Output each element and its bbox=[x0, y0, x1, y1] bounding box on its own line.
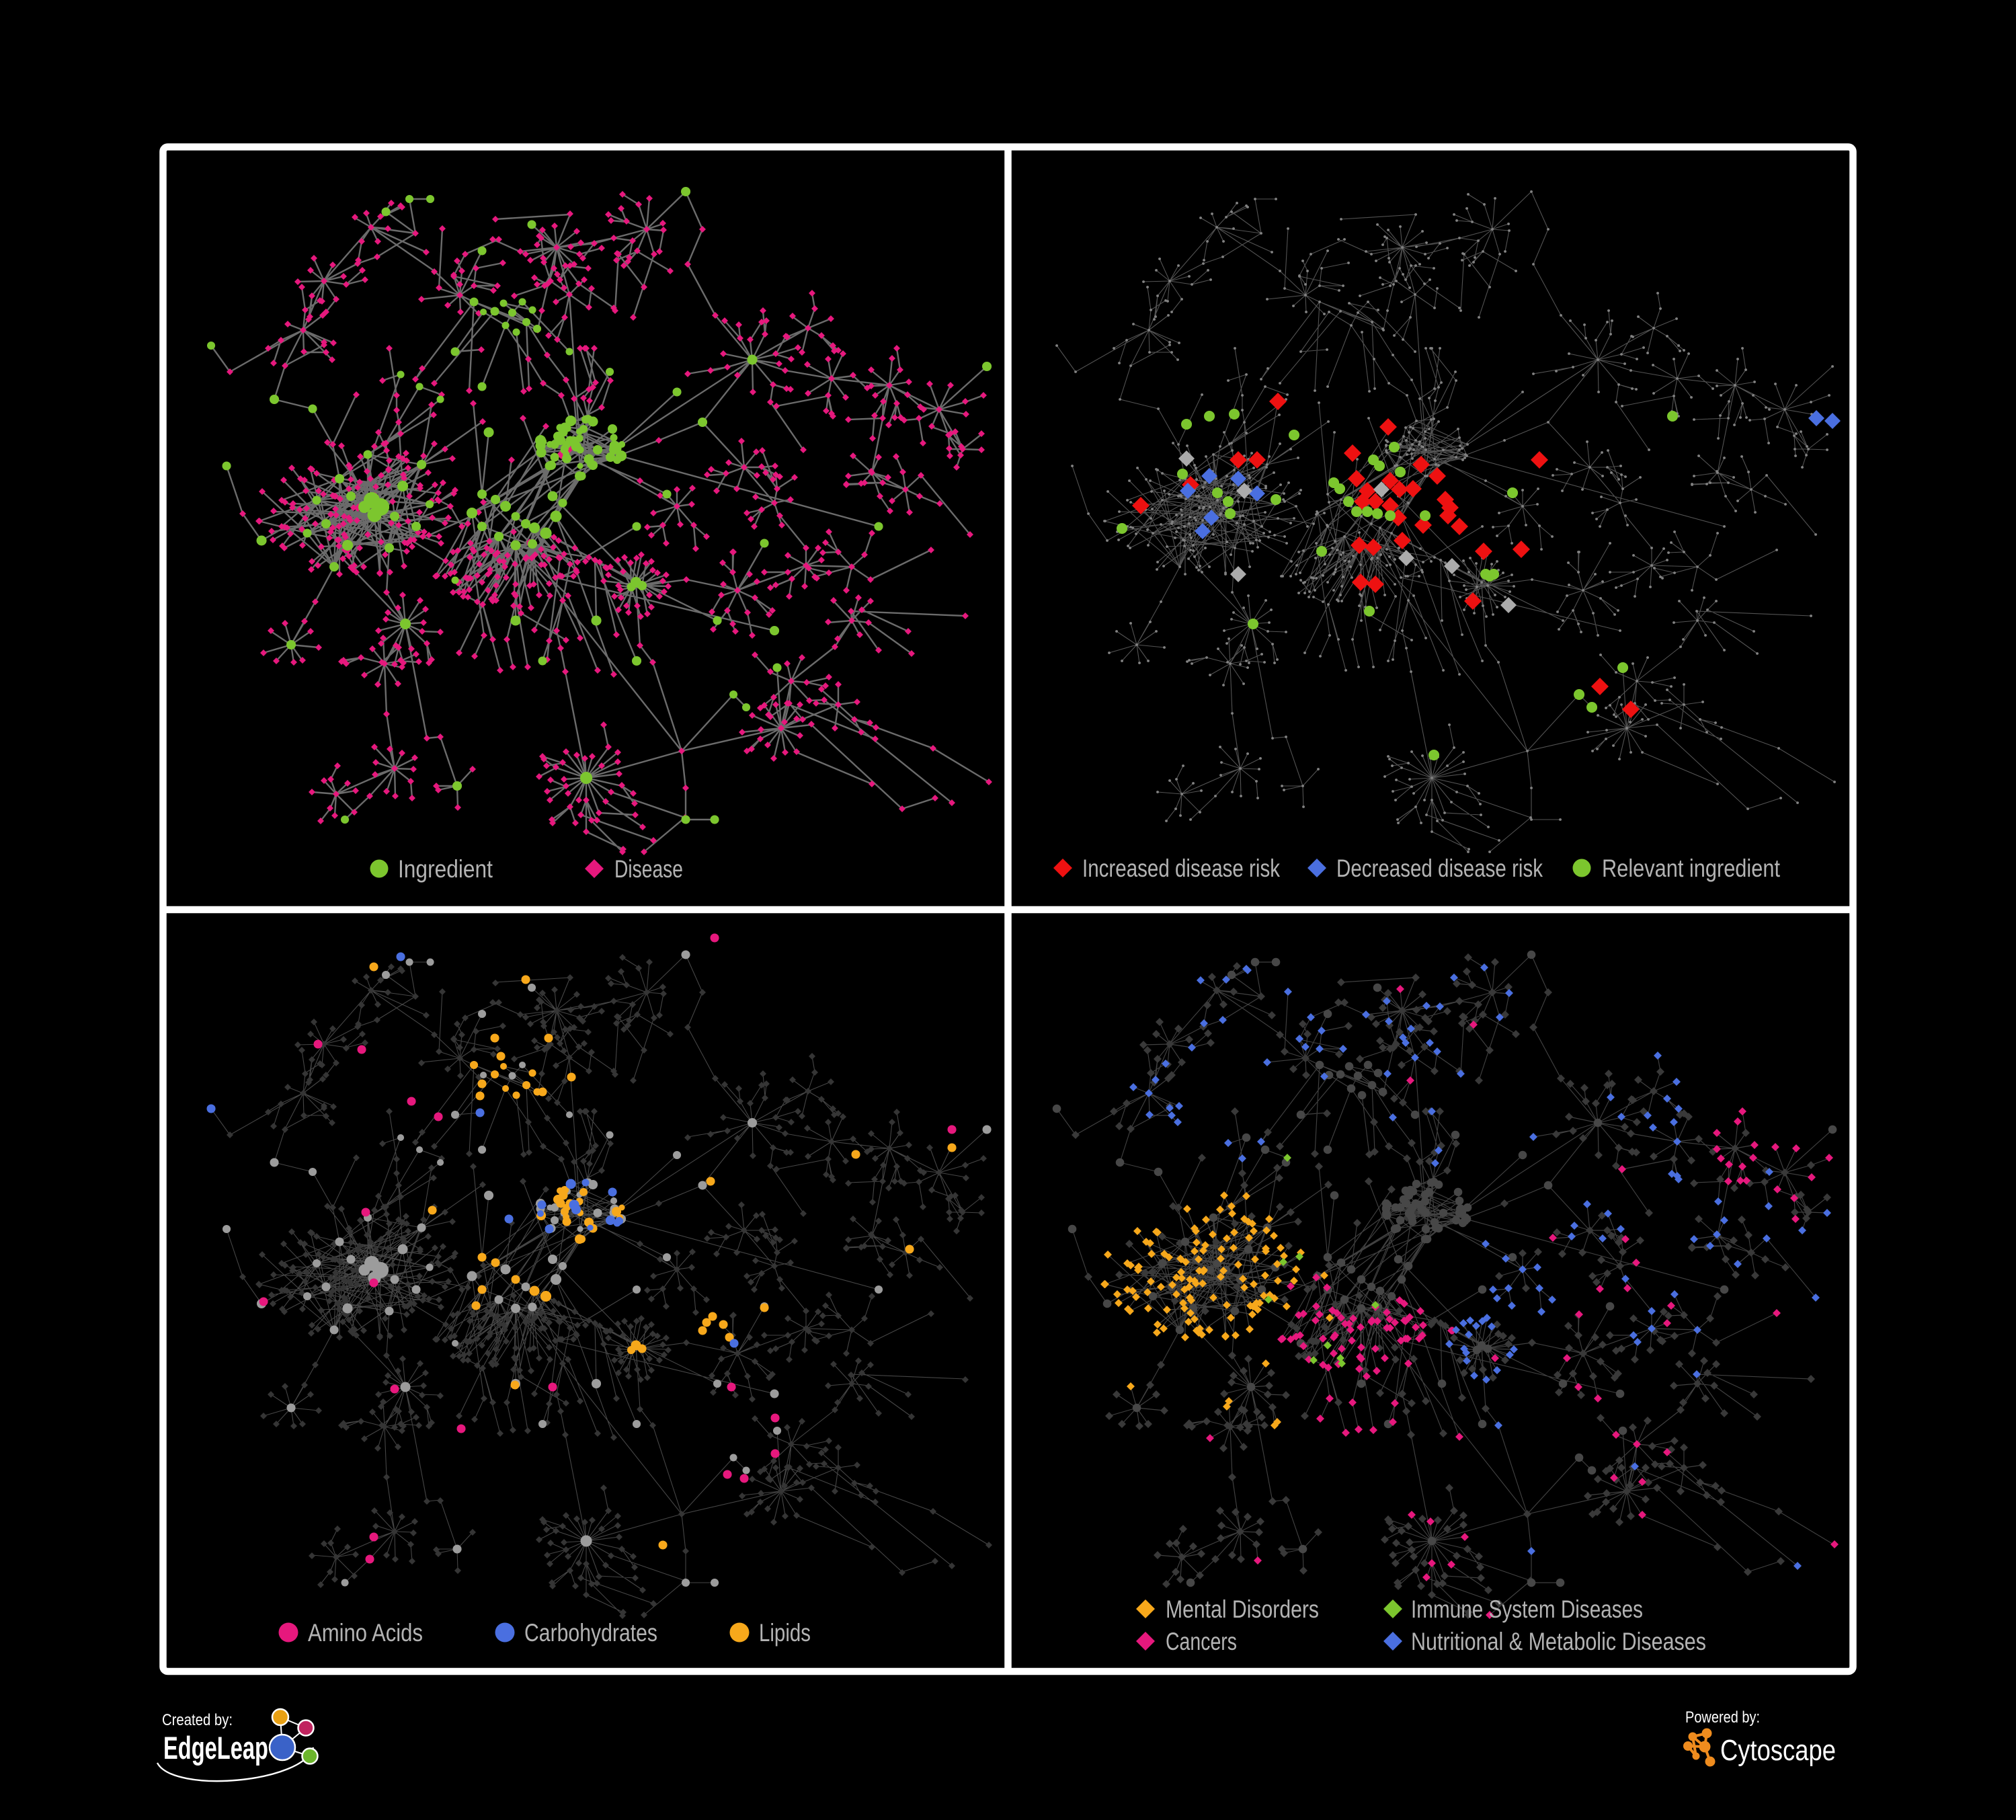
svg-text:Cytoscape: Cytoscape bbox=[1720, 1734, 1836, 1767]
svg-text:Disease: Disease bbox=[614, 855, 683, 883]
svg-text:Amino Acids: Amino Acids bbox=[308, 1619, 423, 1647]
svg-text:Decreased disease risk: Decreased disease risk bbox=[1336, 855, 1543, 882]
svg-text:Immune System Diseases: Immune System Diseases bbox=[1411, 1595, 1643, 1623]
svg-text:Increased disease risk: Increased disease risk bbox=[1082, 855, 1280, 882]
svg-text:Powered by:: Powered by: bbox=[1685, 1708, 1760, 1727]
svg-text:Lipids: Lipids bbox=[759, 1619, 811, 1647]
svg-text:Cancers: Cancers bbox=[1166, 1628, 1237, 1655]
svg-text:Ingredient: Ingredient bbox=[398, 855, 493, 883]
svg-text:Carbohydrates: Carbohydrates bbox=[524, 1619, 657, 1647]
svg-text:Relevant ingredient: Relevant ingredient bbox=[1602, 855, 1781, 882]
svg-text:Created by:: Created by: bbox=[162, 1711, 233, 1729]
svg-text:EdgeLeap: EdgeLeap bbox=[163, 1730, 268, 1766]
svg-text:Mental Disorders: Mental Disorders bbox=[1166, 1595, 1319, 1623]
svg-text:Nutritional & Metabolic Diseas: Nutritional & Metabolic Diseases bbox=[1411, 1628, 1706, 1655]
